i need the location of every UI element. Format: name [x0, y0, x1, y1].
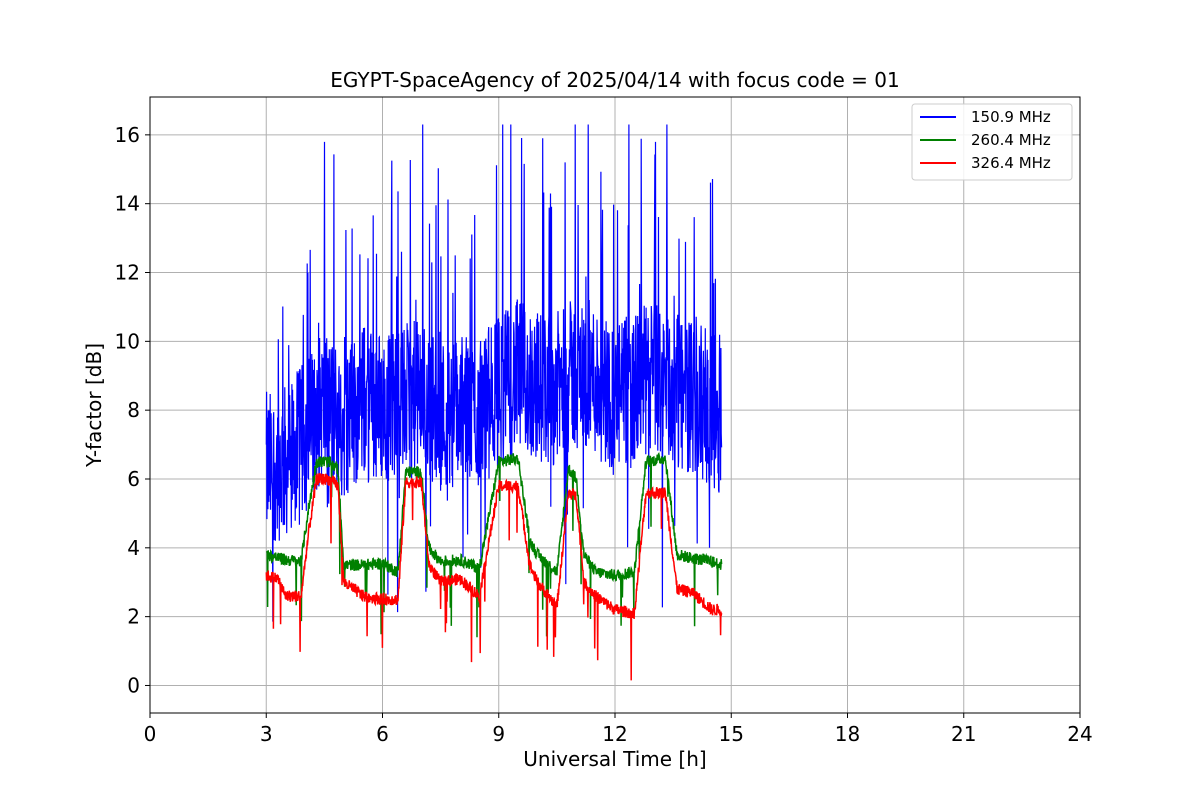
y-tick-label: 12 [115, 261, 140, 285]
legend-label: 260.4 MHz [971, 131, 1051, 149]
legend-label: 326.4 MHz [971, 154, 1051, 172]
x-axis-label: Universal Time [h] [523, 747, 706, 771]
x-tick-label: 6 [376, 722, 389, 746]
chart-title: EGYPT-SpaceAgency of 2025/04/14 with foc… [330, 68, 899, 92]
plot-lines [265, 124, 723, 681]
y-tick-label: 10 [115, 329, 140, 353]
x-tick-label: 3 [260, 722, 273, 746]
y-tick-label: 0 [127, 673, 140, 697]
x-tick-label: 21 [951, 722, 976, 746]
x-ticks: 0 3 6 9 12 15 18 21 24 [144, 713, 1093, 746]
series-line-1 [265, 124, 723, 622]
x-tick-label: 0 [144, 722, 157, 746]
x-tick-label: 12 [602, 722, 627, 746]
series-line-2 [266, 452, 723, 638]
y-axis-label: Y-factor [dB] [82, 343, 106, 468]
series-line-3 [265, 473, 723, 681]
y-ticks: 0 2 4 6 8 10 12 14 16 [115, 123, 150, 697]
x-tick-label: 15 [719, 722, 744, 746]
legend: 150.9 MHz 260.4 MHz 326.4 MHz [911, 103, 1073, 181]
y-tick-label: 2 [127, 605, 140, 629]
x-tick-label: 24 [1067, 722, 1092, 746]
y-tick-label: 14 [115, 192, 140, 216]
y-tick-label: 8 [127, 398, 140, 422]
y-tick-label: 4 [127, 536, 140, 560]
x-tick-label: 18 [835, 722, 860, 746]
legend-box [911, 103, 1073, 181]
y-tick-label: 16 [115, 123, 140, 147]
x-tick-label: 9 [492, 722, 505, 746]
legend-label: 150.9 MHz [971, 108, 1051, 126]
y-tick-label: 6 [127, 467, 140, 491]
